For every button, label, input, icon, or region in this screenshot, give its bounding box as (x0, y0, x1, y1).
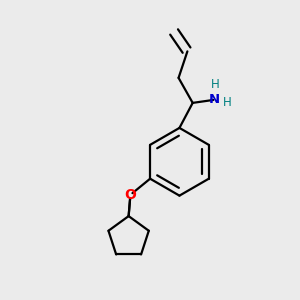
Text: H: H (223, 96, 232, 110)
Text: O: O (124, 188, 136, 202)
Text: N: N (209, 93, 220, 106)
Text: H: H (211, 78, 220, 91)
